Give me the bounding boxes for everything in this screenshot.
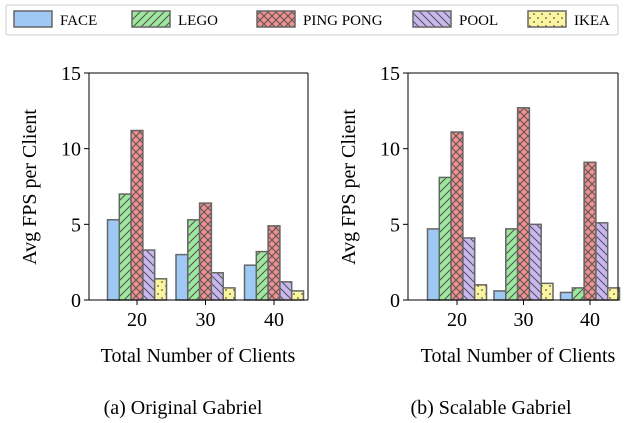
bar-lego-40 xyxy=(571,287,585,301)
bar-ikea-40 xyxy=(290,290,305,301)
x-axis-label: Total Number of Clients xyxy=(421,345,616,367)
x-ticks-b: 20 30 40 xyxy=(447,300,600,331)
legend: FACE LEGO PING PONG POOL IKEA xyxy=(5,4,619,36)
y-tick-5: 5 xyxy=(390,214,408,236)
bar-face-40 xyxy=(243,264,258,301)
bar-ikea-20 xyxy=(153,278,168,301)
bar-lego-30 xyxy=(505,228,519,301)
bar-ikea-30 xyxy=(222,287,236,301)
y-tick-0: 0 xyxy=(390,290,408,312)
bars-group-a xyxy=(106,129,305,301)
bar-face-20 xyxy=(426,228,441,301)
bar-pool-20 xyxy=(142,249,156,301)
legend-label: PING PONG xyxy=(303,13,383,29)
bar-lego-20 xyxy=(118,193,132,301)
y-axis-label: Avg FPS per Client xyxy=(19,109,41,265)
bar-pool-20 xyxy=(462,237,476,301)
y-tick-15: 15 xyxy=(380,63,408,85)
x-tick-label: 40 xyxy=(264,309,284,331)
caption: (a) Original Gabriel xyxy=(104,397,263,419)
legend-item-lego: LEGO xyxy=(131,10,218,29)
x-axis-label: Total Number of Clients xyxy=(101,345,296,367)
y-axis-label: Avg FPS per Client xyxy=(338,109,360,265)
x-tick-40: 40 xyxy=(264,300,284,331)
legend-items: FACE LEGO PING PONG POOL IKEA xyxy=(13,10,610,29)
bar-ikea-20 xyxy=(473,284,488,301)
y-tick-label: 15 xyxy=(380,63,400,85)
bar-ping-pong-40 xyxy=(267,225,281,301)
legend-swatch xyxy=(131,10,171,28)
x-tick-label: 20 xyxy=(127,309,147,331)
bar-lego-20 xyxy=(438,176,452,301)
bar-ping-pong-20 xyxy=(450,131,464,301)
bars-group-b xyxy=(426,107,621,301)
y-tick-15: 15 xyxy=(61,63,89,85)
legend-item-ikea: IKEA xyxy=(527,10,610,29)
y-tick-10: 10 xyxy=(61,139,89,161)
bar-pool-30 xyxy=(528,223,542,301)
x-tick-30: 30 xyxy=(514,300,534,331)
y-tick-label: 10 xyxy=(61,139,81,161)
y-tick-label: 0 xyxy=(390,290,400,312)
bar-face-30 xyxy=(493,290,507,301)
x-tick-label: 20 xyxy=(447,309,467,331)
y-tick-label: 5 xyxy=(390,214,400,236)
legend-label: FACE xyxy=(60,13,97,29)
y-tick-0: 0 xyxy=(71,290,89,312)
chart-panel-b: 0 5 10 15 20 30 40 Avg FPS per Client Total N… xyxy=(338,63,621,419)
y-tick-5: 5 xyxy=(71,214,89,236)
y-ticks-a: 0 5 10 15 xyxy=(61,63,89,312)
legend-swatch xyxy=(527,10,567,28)
x-tick-30: 30 xyxy=(196,300,216,331)
legend-swatch xyxy=(256,10,296,28)
legend-item-face: FACE xyxy=(13,10,97,29)
x-tick-label: 30 xyxy=(196,309,216,331)
bar-face-20 xyxy=(106,219,121,301)
bar-ping-pong-40 xyxy=(583,161,597,301)
x-ticks-a: 20 30 40 xyxy=(127,300,284,331)
bar-face-40 xyxy=(559,291,574,301)
bar-ping-pong-20 xyxy=(130,129,144,301)
legend-swatch xyxy=(13,10,53,28)
bar-pool-40 xyxy=(279,281,293,301)
legend-swatch xyxy=(412,10,452,28)
chart-panel-a: 0 5 10 15 20 30 40 Avg FPS per Client Total N… xyxy=(19,63,309,419)
bar-ping-pong-30 xyxy=(198,202,213,301)
bar-ping-pong-30 xyxy=(516,107,531,301)
legend-item-ping-pong: PING PONG xyxy=(256,10,383,29)
bar-pool-40 xyxy=(595,222,609,301)
x-tick-40: 40 xyxy=(580,300,600,331)
legend-item-pool: POOL xyxy=(412,10,498,29)
bar-lego-40 xyxy=(255,250,269,301)
caption: (b) Scalable Gabriel xyxy=(410,397,571,419)
x-tick-20: 20 xyxy=(447,300,467,331)
y-ticks-b: 0 5 10 15 xyxy=(380,63,408,312)
x-tick-label: 30 xyxy=(514,309,534,331)
bar-ikea-30 xyxy=(540,282,554,301)
x-tick-20: 20 xyxy=(127,300,147,331)
y-tick-label: 5 xyxy=(71,214,81,236)
bar-lego-30 xyxy=(187,219,201,301)
bar-pool-30 xyxy=(210,272,224,301)
legend-label: POOL xyxy=(459,13,498,29)
y-tick-label: 10 xyxy=(380,139,400,161)
legend-label: LEGO xyxy=(178,13,218,29)
y-tick-10: 10 xyxy=(380,139,408,161)
bar-face-30 xyxy=(175,253,189,301)
legend-label: IKEA xyxy=(574,13,610,29)
y-tick-label: 0 xyxy=(71,290,81,312)
x-tick-label: 40 xyxy=(580,309,600,331)
y-tick-label: 15 xyxy=(61,63,81,85)
